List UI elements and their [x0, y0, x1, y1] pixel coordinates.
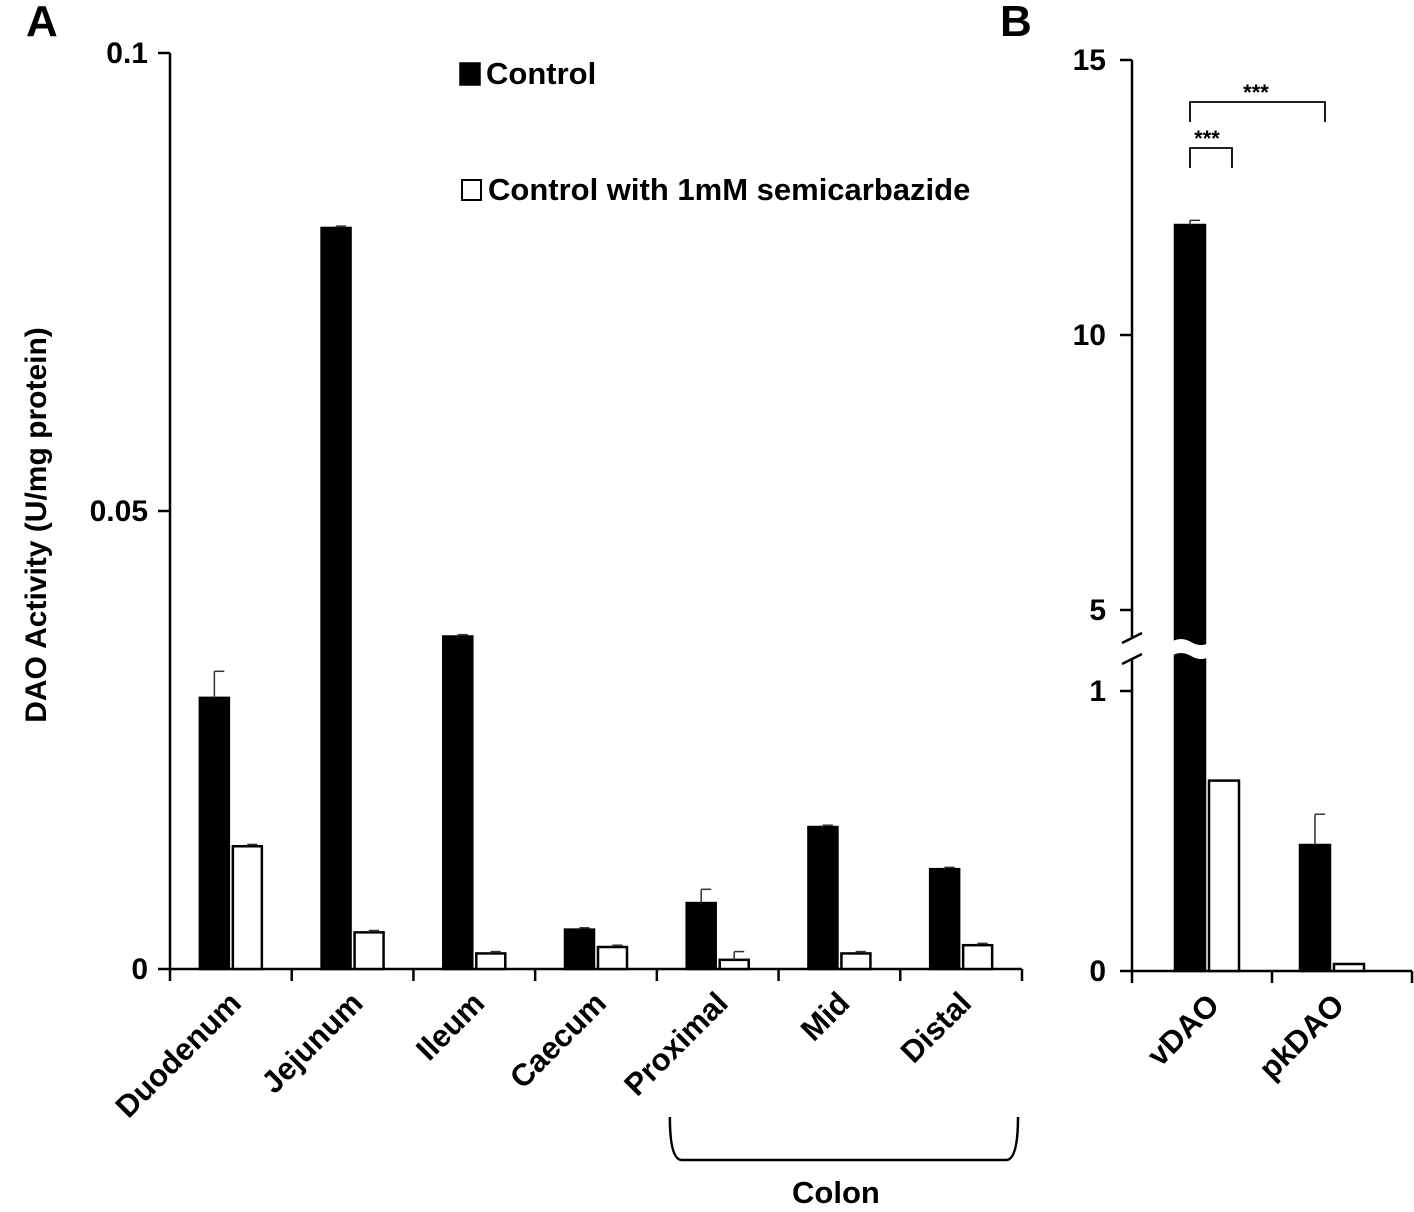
category-label-distal: Distal — [894, 985, 978, 1069]
bar-a-control-mid — [807, 825, 839, 971]
bar-b-semicarbazide-vdao — [1207, 779, 1241, 973]
y-tick-label-b: 15 — [1073, 44, 1106, 77]
panel-letter-b: B — [1000, 0, 1032, 46]
category-label-jejunum: Jejunum — [255, 985, 370, 1100]
bar-a-semicarbazide-duodenum — [231, 845, 264, 971]
category-label-caecum: Caecum — [503, 985, 613, 1095]
y-axis-title-a: DAO Activity (U/mg protein) — [20, 327, 53, 723]
category-label-vdao: vDAO — [1140, 987, 1226, 1073]
y-tick-label-b: 5 — [1089, 594, 1106, 627]
bar-a-semicarbazide-jejunum — [353, 931, 385, 971]
bar-a-control-duodenum — [198, 696, 231, 971]
y-tick-label-a: 0 — [131, 953, 148, 986]
bar-b-control-vdao — [1173, 223, 1207, 973]
y-tick-label-b: 0 — [1089, 955, 1106, 988]
bar-a-control-proximal — [685, 901, 717, 971]
bar-a-control-ileum — [442, 635, 474, 971]
significance-bracket-1 — [1189, 147, 1233, 168]
y-tick-label-a: 0.1 — [106, 37, 148, 70]
significance-label-2: *** — [1243, 80, 1269, 105]
y-axis-break-mark — [1121, 652, 1143, 666]
colon-bracket — [668, 1116, 1020, 1162]
bar-a-semicarbazide-proximal — [718, 958, 750, 971]
category-label-ileum: Ileum — [409, 985, 491, 1067]
y-tick-label-a: 0.05 — [90, 495, 148, 528]
bar-a-semicarbazide-mid — [840, 952, 872, 971]
legend-label-semicarbazide: Control with 1mM semicarbazide — [488, 172, 970, 207]
legend-label-control: Control — [486, 56, 596, 91]
category-label-proximal: Proximal — [617, 985, 734, 1102]
bar-a-semicarbazide-distal — [961, 943, 994, 971]
legend-swatch-control — [459, 62, 481, 86]
bar-break-gap — [1171, 639, 1211, 659]
category-label-duodenum: Duodenum — [109, 985, 248, 1124]
bar-a-control-jejunum — [320, 226, 352, 971]
significance-bracket-2 — [1189, 101, 1326, 122]
category-label-mid: Mid — [794, 985, 856, 1047]
bar-a-control-caecum — [563, 928, 596, 971]
significance-label-1: *** — [1194, 126, 1220, 151]
panel-a: A 0 0.05 0.1 DAO Activity (U/mg protein) Duod… — [20, 0, 1024, 1210]
bar-a-control-distal — [928, 867, 961, 971]
y-tick-label-b: 1 — [1089, 675, 1106, 708]
bar-b-semicarbazide-pkdao — [1332, 962, 1366, 973]
bar-b-control-pkdao — [1298, 843, 1332, 973]
legend-swatch-semicarbazide — [461, 179, 482, 201]
category-label-pkdao: pkDAO — [1252, 987, 1351, 1086]
y-axis-break-mark — [1121, 631, 1143, 645]
bar-a-semicarbazide-ileum — [475, 952, 507, 971]
y-tick-label-b: 10 — [1073, 319, 1106, 352]
panel-letter-a: A — [26, 0, 58, 46]
colon-group-label: Colon — [792, 1175, 880, 1207]
bar-a-semicarbazide-caecum — [596, 945, 629, 971]
